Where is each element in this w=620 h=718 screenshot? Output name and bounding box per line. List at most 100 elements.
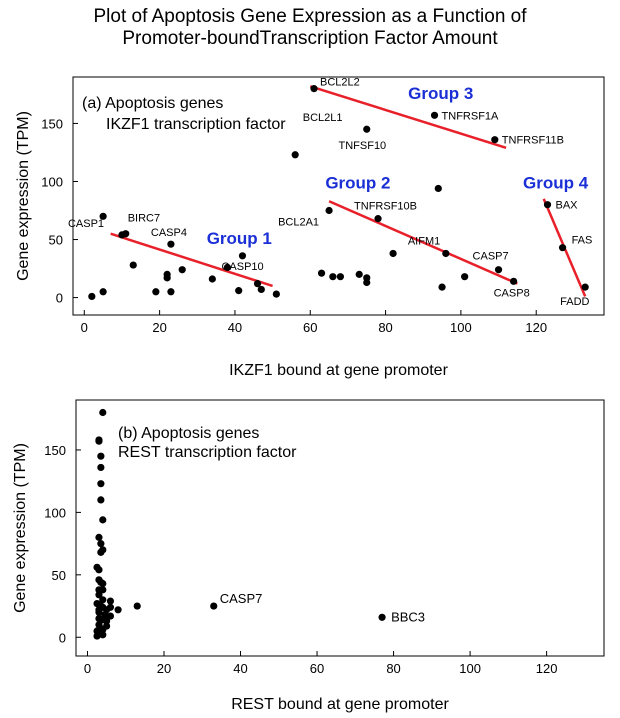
point-label: FAS xyxy=(572,235,593,247)
data-point xyxy=(97,480,105,488)
data-point xyxy=(430,111,439,119)
point-label: TNFRSF10B xyxy=(354,201,417,213)
x-tick-label: 120 xyxy=(536,661,558,676)
data-point xyxy=(93,632,101,640)
x-tick-label: 100 xyxy=(450,320,472,335)
data-point xyxy=(558,244,567,252)
y-tick-label: 150 xyxy=(44,443,66,458)
data-point xyxy=(106,612,115,620)
panel-label: (a) Apoptosis genes xyxy=(82,95,223,112)
data-point xyxy=(95,566,103,574)
point-label: CASP7 xyxy=(220,591,263,606)
x-tick-label: 80 xyxy=(386,661,400,676)
data-point xyxy=(99,631,107,639)
x-tick-label: 0 xyxy=(81,320,88,335)
data-point xyxy=(97,496,105,504)
data-point xyxy=(581,283,589,291)
free-point-label: TNFSF10 xyxy=(339,140,387,152)
point-label: TNFRSF11B xyxy=(502,135,564,147)
data-point xyxy=(272,290,280,298)
point-label: AIFM1 xyxy=(408,235,440,247)
figure-title: Plot of Apoptosis Gene Expression as a F… xyxy=(0,6,620,50)
group-label: Group 1 xyxy=(207,229,272,248)
data-point xyxy=(99,288,107,296)
data-point xyxy=(178,266,186,274)
data-point xyxy=(494,266,503,274)
x-tick-label: 100 xyxy=(459,661,481,676)
data-point xyxy=(378,613,386,621)
data-point xyxy=(152,288,160,296)
x-tick-label: 40 xyxy=(228,320,242,335)
data-point xyxy=(438,283,446,291)
x-tick-label: 120 xyxy=(525,320,547,335)
data-point xyxy=(114,606,122,614)
point-label: CASP1 xyxy=(68,218,104,230)
y-tick-label: 50 xyxy=(52,568,66,583)
trend-line-2 xyxy=(328,200,518,285)
data-point xyxy=(88,292,96,301)
group-label: Group 4 xyxy=(523,173,589,192)
y-tick-label: 0 xyxy=(59,630,66,645)
plot-frame xyxy=(72,76,605,316)
data-point xyxy=(95,437,103,445)
trend-line-1 xyxy=(110,232,273,288)
y-tick-label: 100 xyxy=(41,174,63,189)
data-point xyxy=(97,540,105,548)
point-label: BAX xyxy=(556,200,579,212)
data-point xyxy=(129,261,137,269)
x-axis-label: REST bound at gene promoter xyxy=(231,696,449,713)
y-tick-label: 150 xyxy=(41,116,63,131)
data-point xyxy=(99,516,107,524)
x-tick-label: 60 xyxy=(303,320,317,335)
point-label: BBC3 xyxy=(391,609,425,624)
x-tick-label: 60 xyxy=(310,661,324,676)
data-point xyxy=(95,591,103,599)
data-point xyxy=(97,452,105,460)
x-tick-label: 80 xyxy=(378,320,392,335)
data-point xyxy=(99,586,107,594)
figure-title-line-2: Promoter-boundTranscription Factor Amoun… xyxy=(122,28,498,49)
y-tick-label: 100 xyxy=(44,505,66,520)
point-label: CASP8 xyxy=(494,287,530,299)
panel-label: (b) Apoptosis genes xyxy=(118,425,259,442)
y-tick-label: 50 xyxy=(49,233,63,248)
point-label: BCL2L1 xyxy=(303,112,343,124)
data-point xyxy=(336,273,344,281)
data-point xyxy=(167,288,175,296)
data-point xyxy=(163,270,171,278)
data-point xyxy=(223,263,232,271)
y-axis-label: Gene expression (TPM) xyxy=(15,111,32,281)
panel-sublabel: REST transcription factor xyxy=(118,444,297,461)
data-point xyxy=(133,602,141,610)
data-point xyxy=(442,249,450,258)
data-point xyxy=(103,617,111,625)
data-point xyxy=(97,548,105,556)
panel-sublabel: IKZF1 transcription factor xyxy=(106,116,286,133)
data-point xyxy=(235,287,243,295)
group-label: Group 2 xyxy=(325,173,390,192)
data-point xyxy=(363,278,371,287)
data-point xyxy=(355,270,363,278)
data-point xyxy=(510,277,518,285)
data-point xyxy=(491,136,499,144)
data-point xyxy=(253,280,262,288)
point-label: TNFRSF1A xyxy=(442,110,500,122)
data-point xyxy=(122,230,130,238)
data-point xyxy=(543,201,552,209)
data-point xyxy=(99,212,107,220)
panel-a: 0 20 40 60 80 100 120 0 50 100 150 IKZF1 bound at g… xyxy=(15,76,605,379)
data-point xyxy=(317,269,326,277)
data-point xyxy=(374,215,382,223)
x-tick-label: 0 xyxy=(84,661,91,676)
x-tick-label: 20 xyxy=(152,320,166,335)
panel-b: 0 20 40 60 80 100 120 0 50 100 150 REST bound at ge… xyxy=(12,399,605,713)
data-point xyxy=(208,275,216,283)
point-label: CASP4 xyxy=(151,227,187,239)
data-point xyxy=(434,184,442,193)
point-label: CASP7 xyxy=(473,251,509,263)
data-point xyxy=(363,125,371,133)
y-tick-label: 0 xyxy=(56,291,63,306)
data-point xyxy=(167,240,175,248)
point-label: CASP10 xyxy=(221,261,263,273)
x-tick-label: 40 xyxy=(233,661,247,676)
